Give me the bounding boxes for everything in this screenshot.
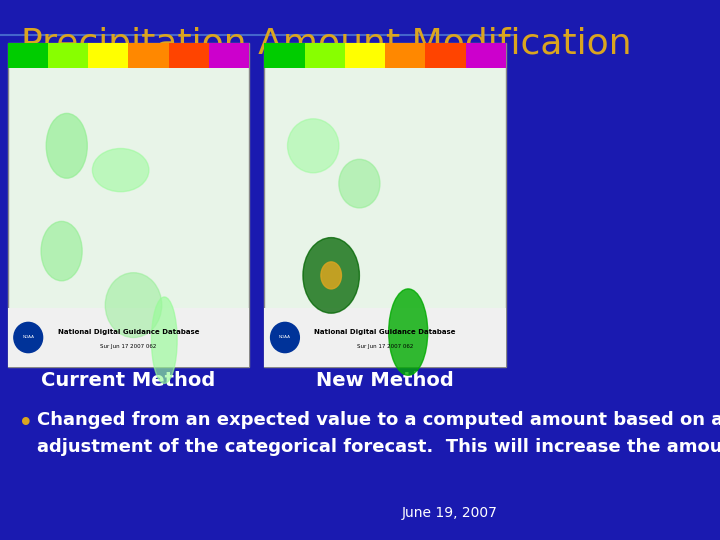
Bar — [345, 43, 385, 68]
Bar — [426, 43, 466, 68]
Ellipse shape — [46, 113, 87, 178]
Text: New Method: New Method — [316, 371, 454, 390]
Circle shape — [14, 322, 42, 353]
Text: Changed from an expected value to a computed amount based on an: Changed from an expected value to a comp… — [37, 411, 720, 429]
Text: National Digital Guidance Database: National Digital Guidance Database — [315, 329, 456, 335]
Bar — [88, 43, 128, 68]
Text: •: • — [18, 411, 34, 437]
Bar — [466, 43, 505, 68]
Ellipse shape — [151, 297, 177, 383]
Ellipse shape — [303, 238, 359, 313]
Ellipse shape — [105, 273, 162, 338]
Bar — [168, 43, 209, 68]
FancyBboxPatch shape — [264, 43, 505, 367]
Text: Current Method: Current Method — [41, 371, 215, 390]
Text: June 19, 2007: June 19, 2007 — [402, 506, 498, 520]
Bar — [8, 43, 48, 68]
Bar — [209, 43, 249, 68]
Text: NOAA: NOAA — [22, 335, 35, 340]
Text: NOAA: NOAA — [279, 335, 291, 340]
Bar — [264, 43, 305, 68]
Ellipse shape — [41, 221, 82, 281]
Ellipse shape — [287, 119, 339, 173]
Bar — [385, 43, 426, 68]
FancyBboxPatch shape — [8, 43, 249, 367]
Bar — [128, 43, 168, 68]
Ellipse shape — [389, 289, 428, 375]
Text: Precipitation Amount Modification: Precipitation Amount Modification — [21, 27, 631, 61]
Ellipse shape — [339, 159, 380, 208]
Text: Sur Jun 17 2007 062: Sur Jun 17 2007 062 — [357, 344, 413, 349]
Text: Sur Jun 17 2007 062: Sur Jun 17 2007 062 — [100, 344, 156, 349]
Text: National Digital Guidance Database: National Digital Guidance Database — [58, 329, 199, 335]
Text: adjustment of the categorical forecast.  This will increase the amounts.: adjustment of the categorical forecast. … — [37, 438, 720, 456]
Bar — [48, 43, 88, 68]
Circle shape — [271, 322, 300, 353]
Bar — [305, 43, 345, 68]
Ellipse shape — [92, 148, 149, 192]
Ellipse shape — [321, 262, 341, 289]
